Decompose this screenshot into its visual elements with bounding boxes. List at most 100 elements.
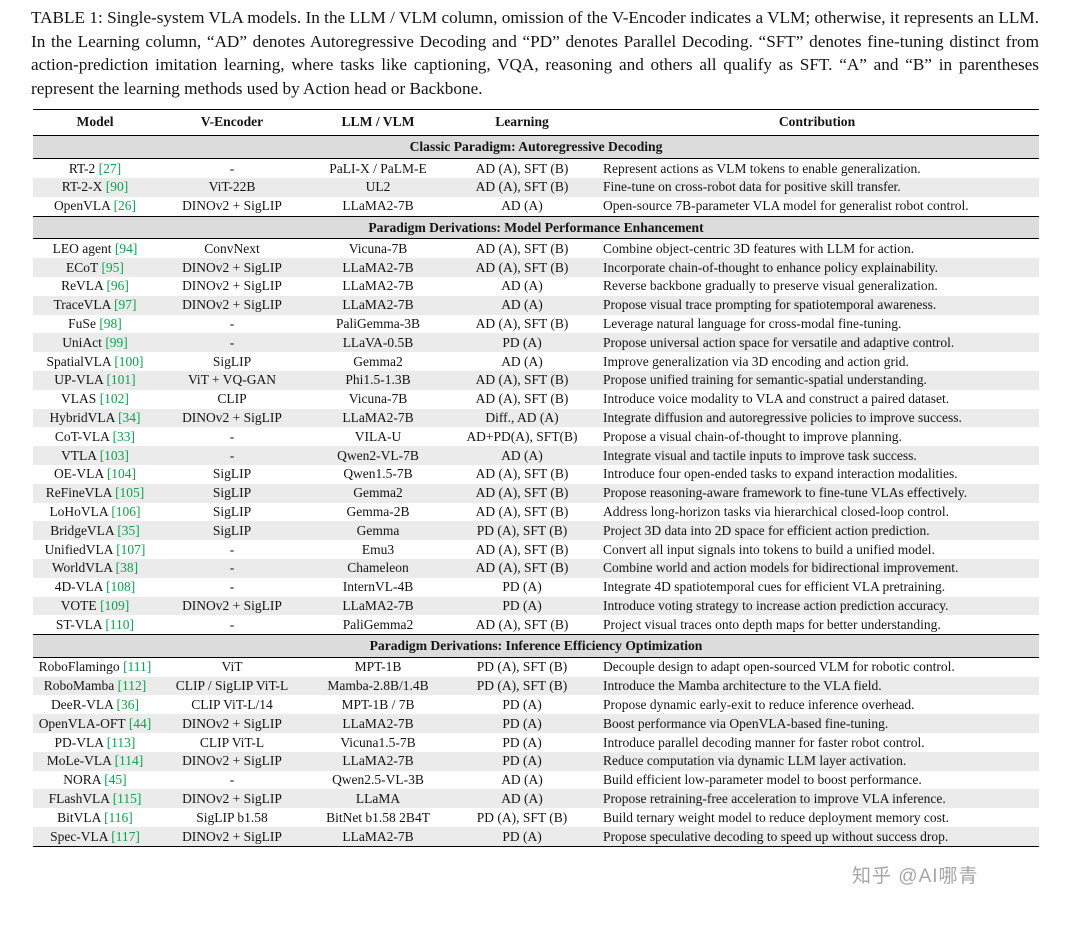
table-row: OpenVLA-OFT [44] DINOv2 + SigLIP LLaMA2-7B…	[33, 714, 1039, 734]
model-cell: TraceVLA [97]	[33, 295, 157, 315]
contribution-cell: Introduce voice modality to VLA and cons…	[603, 391, 950, 407]
table-row: WorldVLA [38] - Chameleon AD (A), SFT (B) Co…	[33, 558, 1039, 578]
contribution-cell: Leverage natural language for cross-moda…	[603, 316, 902, 332]
citation-link[interactable]: [114]	[114, 753, 144, 769]
v-encoder-cell: -	[157, 558, 307, 578]
citation-link[interactable]: [35]	[117, 522, 140, 538]
column-header-v-encoder: V-Encoder	[157, 109, 307, 137]
v-encoder-cell: SigLIP	[157, 483, 307, 503]
citation-link[interactable]: [102]	[99, 391, 129, 407]
citation-link[interactable]: [109]	[100, 598, 130, 613]
citation-link[interactable]: [111]	[123, 659, 152, 675]
citation-link[interactable]: [34]	[118, 410, 141, 426]
learning-cell: PD (A), SFT (B)	[449, 521, 595, 541]
table-row: NORA [45] - Qwen2.5-VL-3B AD (A) Build effic…	[33, 771, 1039, 790]
model-cell: 4D-VLA [108]	[33, 578, 157, 597]
citation-link[interactable]: [94]	[114, 240, 138, 256]
citation-link[interactable]: [100]	[114, 353, 144, 369]
citation-link[interactable]: [113]	[106, 734, 136, 750]
learning-cell: AD (A), SFT (B)	[449, 177, 595, 197]
model-cell: OE-VLA [104]	[33, 465, 157, 484]
citation-link[interactable]: [90]	[105, 179, 129, 195]
citation-link[interactable]: [104]	[106, 466, 137, 482]
model-name: BridgeVLA	[50, 522, 118, 538]
model-cell: UniAct [99]	[33, 333, 157, 353]
table-row: TraceVLA [97] DINOv2 + SigLIP LLaMA2-7B AD …	[33, 295, 1039, 315]
citation-link[interactable]: [33]	[112, 428, 136, 444]
learning-cell: AD (A)	[501, 353, 543, 369]
table-row: LoHoVLA [106] SigLIP Gemma-2B AD (A), SFT (…	[33, 503, 1039, 522]
model-cell: VOTE [109]	[33, 596, 157, 616]
model-name: RoboMamba	[43, 678, 118, 694]
contribution-cell: Introduce the Mamba architecture to the …	[595, 676, 1039, 696]
learning-cell: PD (A)	[502, 696, 542, 712]
v-encoder-cell: ViT-22B	[157, 177, 307, 197]
citation-link[interactable]: [95]	[101, 259, 124, 275]
citation-link[interactable]: [105]	[115, 485, 145, 501]
model-name: VOTE	[60, 598, 101, 613]
citation-link[interactable]: [97]	[114, 297, 137, 313]
model-name: 4D-VLA	[54, 579, 107, 595]
table-row: RT-2-X [90] ViT-22B UL2 AD (A), SFT (B) Fine…	[33, 177, 1039, 197]
learning-cell: AD (A), SFT (B)	[475, 541, 569, 557]
model-cell: RT-2-X [90]	[33, 177, 157, 197]
contribution-cell: Open-source 7B-parameter VLA model for g…	[603, 198, 969, 214]
v-encoder-cell: SigLIP	[212, 353, 252, 369]
section-title: Paradigm Derivations: Model Performance …	[33, 215, 1039, 240]
contribution-cell: Improve generalization via 3D encoding a…	[603, 353, 909, 369]
citation-link[interactable]: [116]	[104, 809, 133, 825]
citation-link[interactable]: [98]	[99, 316, 122, 332]
model-name: UnifiedVLA	[44, 541, 117, 557]
v-encoder-cell: CLIP	[217, 391, 247, 407]
model-cell: ReVLA [96]	[33, 277, 157, 296]
model-name: UniAct	[62, 334, 106, 350]
citation-link[interactable]: [38]	[115, 560, 139, 576]
citation-link[interactable]: [96]	[106, 278, 129, 294]
model-cell: RoboMamba [112]	[33, 676, 157, 696]
citation-link[interactable]: [110]	[105, 616, 135, 632]
column-header-model: Model	[33, 109, 157, 137]
citation-link[interactable]: [108]	[106, 579, 136, 595]
citation-link[interactable]: [107]	[116, 541, 146, 557]
citation-link[interactable]: [112]	[117, 678, 147, 694]
citation-link[interactable]: [117]	[111, 828, 140, 844]
model-cell: BridgeVLA [35]	[33, 521, 157, 541]
model-name: RoboFlamingo	[38, 659, 124, 675]
learning-cell: PD (A)	[502, 734, 542, 750]
model-name: DeeR-VLA	[50, 696, 117, 712]
table-row: ReVLA [96] DINOv2 + SigLIP LLaMA2-7B AD (A)…	[33, 277, 1039, 296]
citation-link[interactable]: [101]	[106, 372, 136, 388]
citation-link[interactable]: [99]	[105, 334, 128, 350]
contribution-cell: Introduce parallel decoding manner for f…	[603, 734, 925, 750]
model-cell: LEO agent [94]	[33, 239, 157, 258]
model-name: HybridVLA	[49, 410, 119, 426]
citation-link[interactable]: [27]	[98, 160, 122, 176]
citation-link[interactable]: [106]	[111, 504, 141, 520]
citation-link[interactable]: [36]	[116, 696, 140, 712]
model-cell: ReFineVLA [105]	[33, 483, 157, 503]
section-header-row: Classic Paradigm: Autoregressive Decodin…	[33, 135, 1039, 160]
contribution-cell: Represent actions as VLM tokens to enabl…	[603, 160, 921, 176]
citation-link[interactable]: [44]	[128, 715, 152, 731]
llm-vlm-cell: LLaMA2-7B	[307, 295, 449, 315]
model-cell: PD-VLA [113]	[33, 733, 157, 752]
learning-cell: AD (A)	[501, 772, 543, 788]
table-row: UnifiedVLA [107] - Emu3 AD (A), SFT (B) Conv…	[33, 540, 1039, 559]
learning-cell: AD (A), SFT (B)	[475, 391, 569, 407]
contribution-cell: Decouple design to adapt open-sourced VL…	[603, 659, 955, 675]
llm-vlm-cell: Vicuna1.5-7B	[340, 734, 416, 750]
model-cell: DeeR-VLA [36]	[33, 695, 157, 714]
v-encoder-cell: -	[229, 772, 235, 788]
citation-link[interactable]: [26]	[113, 198, 137, 214]
learning-cell: AD (A), SFT (B)	[475, 160, 569, 176]
citation-link[interactable]: [115]	[112, 790, 142, 806]
llm-vlm-cell: Chameleon	[307, 558, 449, 578]
citation-link[interactable]: [103]	[99, 447, 129, 463]
model-name: BitVLA	[57, 809, 105, 825]
table-row: UniAct [99] - LLaVA-0.5B PD (A) Propose univ…	[33, 333, 1039, 353]
llm-vlm-cell: MPT-1B / 7B	[341, 696, 415, 712]
model-name: ST-VLA	[55, 616, 106, 632]
citation-link[interactable]: [45]	[104, 772, 127, 788]
llm-vlm-cell: Gemma2	[353, 353, 403, 369]
column-header-learning: Learning	[449, 109, 595, 137]
